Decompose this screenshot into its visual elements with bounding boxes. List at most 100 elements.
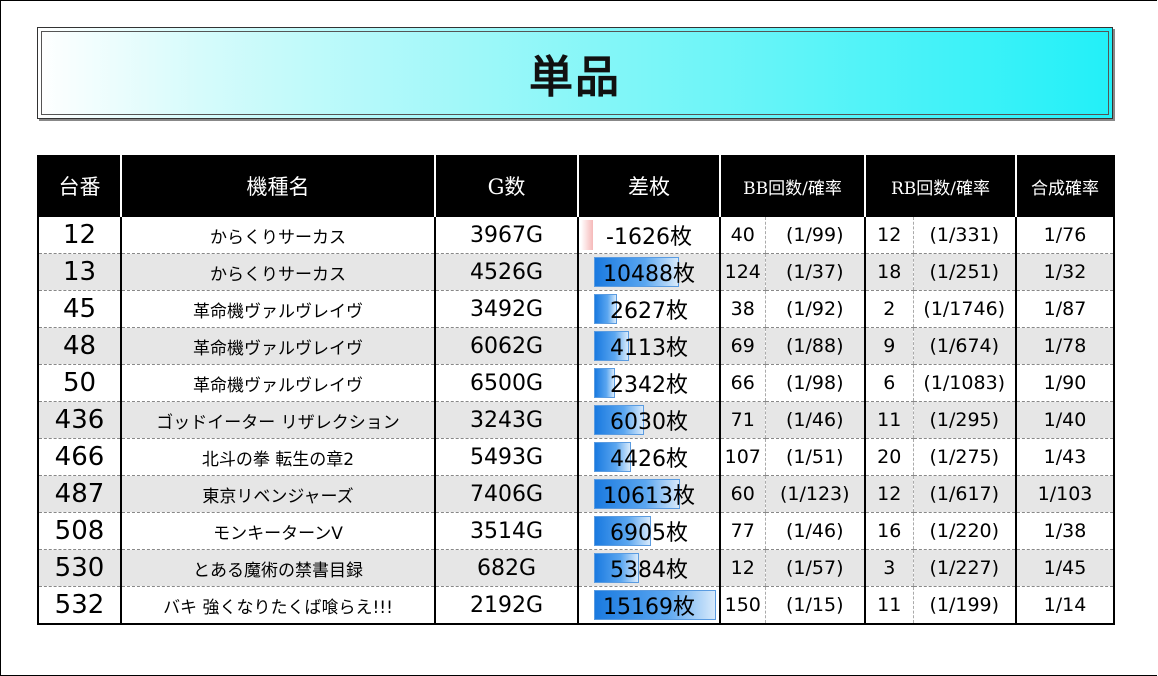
rb-probability: (1/295) xyxy=(912,401,1016,439)
game-count: 5493G xyxy=(434,438,578,476)
bb-count: 40 xyxy=(719,216,765,254)
table-row: 532 バキ 強くなりたくば喰らえ!!! 2192G 15169枚 150 (1/15) 1… xyxy=(37,586,1115,625)
machine-name: からくりサーカス xyxy=(120,216,435,254)
machine-name: モンキーターンV xyxy=(120,512,435,550)
rb-count: 2 xyxy=(864,290,913,328)
table-row: 487 東京リベンジャーズ 7406G 10613枚 60 (1/123) 12 (1/617… xyxy=(37,475,1115,513)
bb-count: 71 xyxy=(719,401,765,439)
game-count: 7406G xyxy=(434,475,578,513)
bb-count: 150 xyxy=(719,586,765,625)
rb-probability: (1/1746) xyxy=(912,290,1016,328)
combined-probability: 1/76 xyxy=(1015,216,1115,254)
rb-probability: (1/251) xyxy=(912,253,1016,291)
diff-bar xyxy=(594,479,680,509)
table-row: 436 ゴッドイーター リザレクション 3243G 6030枚 71 (1/46) 11 (1… xyxy=(37,401,1115,439)
bb-probability: (1/57) xyxy=(764,549,865,587)
title-banner: 単品 xyxy=(37,27,1113,119)
machine-name: バキ 強くなりたくば喰らえ!!! xyxy=(120,586,435,625)
bb-count: 12 xyxy=(719,549,765,587)
machine-name: 革命機ヴァルヴレイヴ xyxy=(120,327,435,365)
diff-value: 2627枚 xyxy=(610,299,688,324)
header-games: G数 xyxy=(434,156,578,216)
table-row: 45 革命機ヴァルヴレイヴ 3492G 2627枚 38 (1/92) 2 (1/1746) 1… xyxy=(37,290,1115,328)
machine-number: 48 xyxy=(37,327,121,365)
rb-count: 18 xyxy=(864,253,913,291)
header-rb: RB回数/確率 xyxy=(864,156,1016,216)
combined-probability: 1/38 xyxy=(1015,512,1115,550)
machine-name: 北斗の拳 転生の章2 xyxy=(120,438,435,476)
rb-probability: (1/617) xyxy=(912,475,1016,513)
combined-probability: 1/103 xyxy=(1015,475,1115,513)
diff-value: 6030枚 xyxy=(610,410,688,435)
machine-number: 50 xyxy=(37,364,121,402)
bb-count: 107 xyxy=(719,438,765,476)
machine-name: 東京リベンジャーズ xyxy=(120,475,435,513)
rb-probability: (1/331) xyxy=(912,216,1016,254)
table-row: 508 モンキーターンV 3514G 6905枚 77 (1/46) 16 (1/220) 1/… xyxy=(37,512,1115,550)
machine-number: 466 xyxy=(37,438,121,476)
machine-name: ゴッドイーター リザレクション xyxy=(120,401,435,439)
machine-name: とある魔術の禁書目録 xyxy=(120,549,435,587)
machine-number: 530 xyxy=(37,549,121,587)
table-body: 12 からくりサーカス 3967G -1626枚 40 (1/99) 12 (1/331) 1/… xyxy=(37,216,1115,625)
rb-probability: (1/674) xyxy=(912,327,1016,365)
combined-probability: 1/90 xyxy=(1015,364,1115,402)
machine-number: 13 xyxy=(37,253,121,291)
game-count: 3492G xyxy=(434,290,578,328)
coin-difference: 10488枚 xyxy=(577,253,720,291)
game-count: 3967G xyxy=(434,216,578,254)
bb-count: 124 xyxy=(719,253,765,291)
bb-probability: (1/98) xyxy=(764,364,865,402)
rb-count: 16 xyxy=(864,512,913,550)
table-row: 12 からくりサーカス 3967G -1626枚 40 (1/99) 12 (1/331) 1/… xyxy=(37,216,1115,254)
diff-value: 10613枚 xyxy=(603,484,695,509)
header-diff: 差枚 xyxy=(577,156,720,216)
rb-count: 12 xyxy=(864,216,913,254)
machine-number: 487 xyxy=(37,475,121,513)
machine-number: 532 xyxy=(37,586,121,625)
diff-bar xyxy=(594,405,644,435)
diff-value: 4426枚 xyxy=(610,447,688,472)
rb-count: 3 xyxy=(864,549,913,587)
bb-count: 38 xyxy=(719,290,765,328)
header-combined: 合成確率 xyxy=(1015,156,1114,216)
bb-probability: (1/99) xyxy=(764,216,865,254)
diff-bar xyxy=(594,331,629,361)
coin-difference: 15169枚 xyxy=(577,586,720,625)
coin-difference: 10613枚 xyxy=(577,475,720,513)
coin-difference: 4426枚 xyxy=(577,438,720,476)
combined-probability: 1/45 xyxy=(1015,549,1115,587)
combined-probability: 1/40 xyxy=(1015,401,1115,439)
coin-difference: 2627枚 xyxy=(577,290,720,328)
bb-probability: (1/37) xyxy=(764,253,865,291)
combined-probability: 1/32 xyxy=(1015,253,1115,291)
rb-probability: (1/227) xyxy=(912,549,1016,587)
bb-count: 66 xyxy=(719,364,765,402)
rb-count: 9 xyxy=(864,327,913,365)
rb-probability: (1/199) xyxy=(912,586,1016,625)
game-count: 682G xyxy=(434,549,578,587)
coin-difference: 4113枚 xyxy=(577,327,720,365)
diff-bar xyxy=(594,553,639,583)
bb-probability: (1/46) xyxy=(764,401,865,439)
table-row: 530 とある魔術の禁書目録 682G 5384枚 12 (1/57) 3 (1/227) 1/… xyxy=(37,549,1115,587)
machine-number: 45 xyxy=(37,290,121,328)
results-table: 台番 機種名 G数 差枚 BB回数/確率 RB回数/確率 合成確率 12 からくり… xyxy=(37,155,1115,625)
game-count: 4526G xyxy=(434,253,578,291)
diff-bar xyxy=(594,294,617,324)
rb-count: 20 xyxy=(864,438,913,476)
rb-count: 12 xyxy=(864,475,913,513)
bb-count: 60 xyxy=(719,475,765,513)
coin-difference: 6030枚 xyxy=(577,401,720,439)
machine-name: からくりサーカス xyxy=(120,253,435,291)
machine-number: 436 xyxy=(37,401,121,439)
game-count: 2192G xyxy=(434,586,578,625)
negative-diff-bar xyxy=(581,220,593,250)
rb-count: 11 xyxy=(864,401,913,439)
machine-name: 革命機ヴァルヴレイヴ xyxy=(120,364,435,402)
header-no: 台番 xyxy=(38,156,121,216)
combined-probability: 1/43 xyxy=(1015,438,1115,476)
rb-probability: (1/220) xyxy=(912,512,1016,550)
table-header-row: 台番 機種名 G数 差枚 BB回数/確率 RB回数/確率 合成確率 xyxy=(38,156,1114,216)
combined-probability: 1/87 xyxy=(1015,290,1115,328)
